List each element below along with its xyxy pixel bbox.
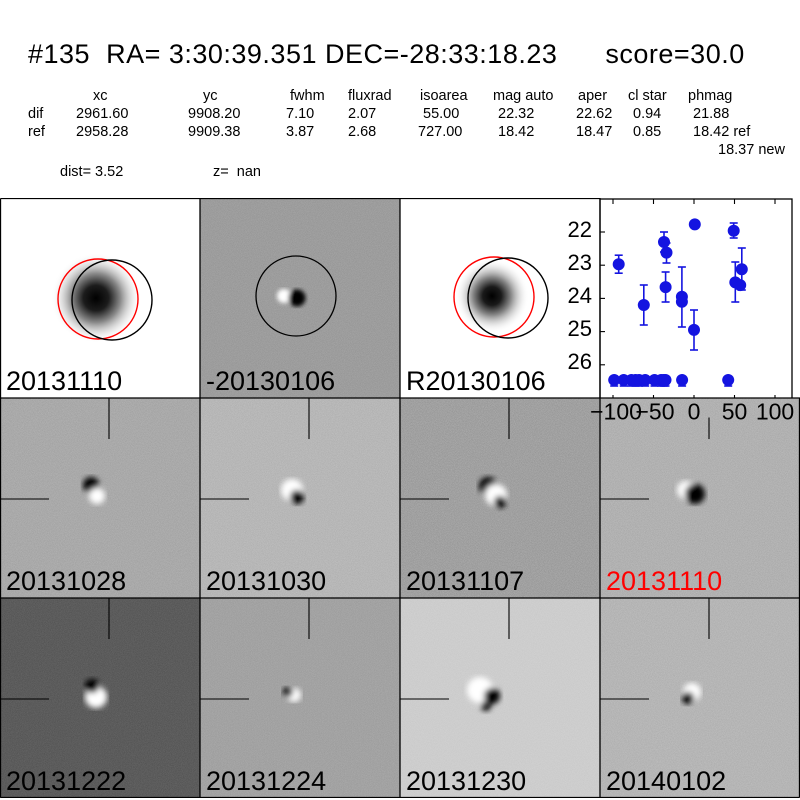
svg-text:−100: −100	[590, 399, 642, 425]
svg-text:20131222: 20131222	[6, 766, 126, 796]
svg-text:20131230: 20131230	[406, 766, 526, 796]
svg-text:20131110: 20131110	[606, 566, 722, 596]
svg-text:20131224: 20131224	[206, 766, 326, 796]
svg-text:50: 50	[722, 399, 748, 425]
svg-text:22: 22	[568, 217, 592, 242]
svg-text:20131107: 20131107	[406, 566, 524, 596]
svg-text:-20130106: -20130106	[206, 366, 335, 396]
svg-text:20131110: 20131110	[6, 366, 122, 396]
svg-text:20131028: 20131028	[6, 566, 126, 596]
svg-text:23: 23	[568, 250, 592, 275]
svg-text:25: 25	[568, 316, 592, 341]
svg-text:20131030: 20131030	[206, 566, 326, 596]
svg-text:20140102: 20140102	[606, 766, 726, 796]
svg-text:100: 100	[756, 399, 794, 425]
svg-text:R20130106: R20130106	[406, 366, 546, 396]
svg-text:−50: −50	[635, 399, 674, 425]
svg-text:24: 24	[568, 283, 592, 308]
svg-text:0: 0	[688, 399, 701, 425]
svg-text:26: 26	[568, 349, 592, 374]
